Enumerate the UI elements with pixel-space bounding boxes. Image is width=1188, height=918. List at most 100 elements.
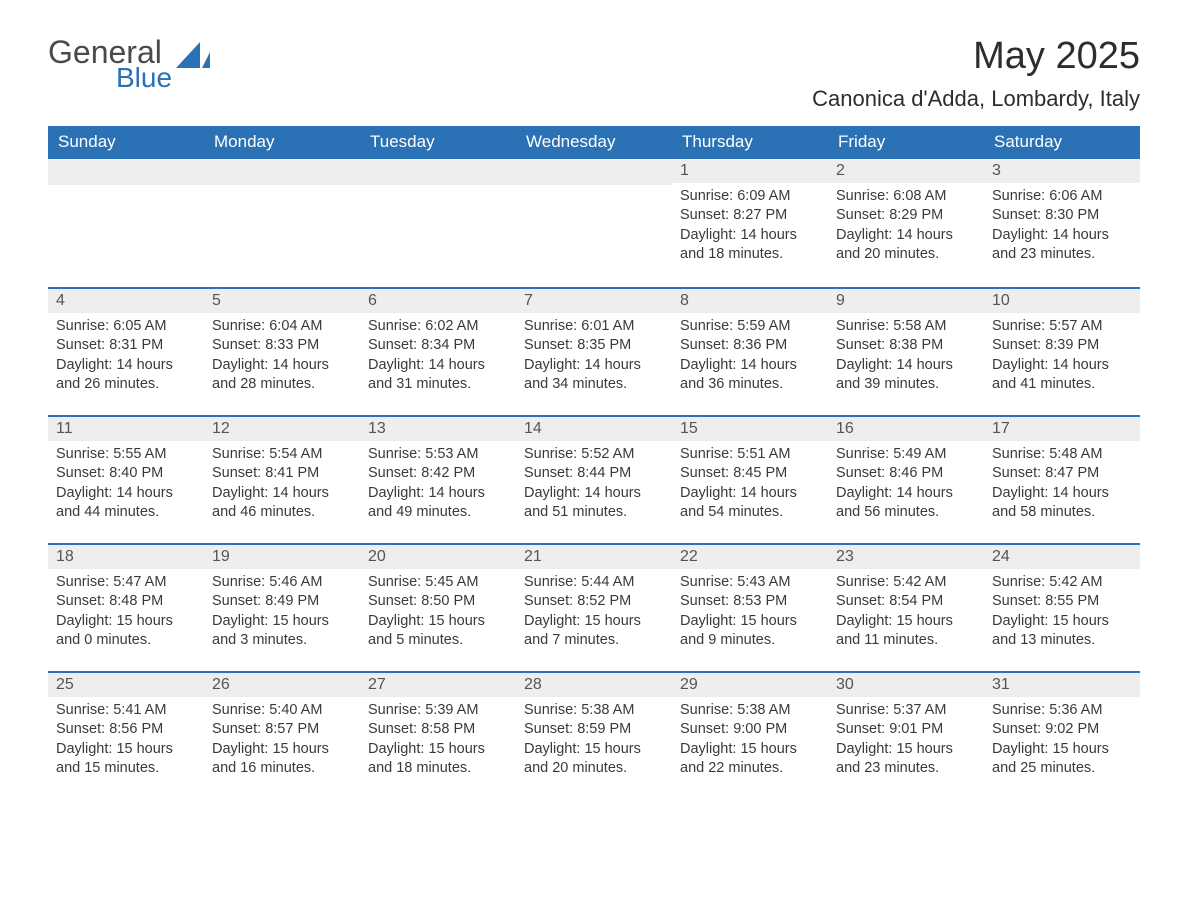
sunset-line: Sunset: 8:49 PM [212, 592, 352, 612]
sunset-line: Sunset: 8:54 PM [836, 592, 976, 612]
day-number: 17 [984, 415, 1140, 441]
day-cell-inner: 8Sunrise: 5:59 AMSunset: 8:36 PMDaylight… [672, 287, 828, 415]
daylight-line: Daylight: 14 hours and 54 minutes. [680, 484, 820, 523]
day-cell: 18Sunrise: 5:47 AMSunset: 8:48 PMDayligh… [48, 543, 204, 671]
sail-icon [176, 42, 210, 68]
sunset-line: Sunset: 8:59 PM [524, 720, 664, 740]
day-number: 30 [828, 671, 984, 697]
day-body: Sunrise: 6:01 AMSunset: 8:35 PMDaylight:… [516, 313, 672, 395]
day-cell: 1Sunrise: 6:09 AMSunset: 8:27 PMDaylight… [672, 159, 828, 287]
day-cell-inner: 1Sunrise: 6:09 AMSunset: 8:27 PMDaylight… [672, 159, 828, 287]
day-cell: 7Sunrise: 6:01 AMSunset: 8:35 PMDaylight… [516, 287, 672, 415]
day-body: Sunrise: 5:55 AMSunset: 8:40 PMDaylight:… [48, 441, 204, 523]
daylight-line: Daylight: 15 hours and 9 minutes. [680, 612, 820, 651]
day-body: Sunrise: 6:09 AMSunset: 8:27 PMDaylight:… [672, 183, 828, 265]
day-cell-inner: 18Sunrise: 5:47 AMSunset: 8:48 PMDayligh… [48, 543, 204, 671]
day-cell: 22Sunrise: 5:43 AMSunset: 8:53 PMDayligh… [672, 543, 828, 671]
day-cell-inner: 22Sunrise: 5:43 AMSunset: 8:53 PMDayligh… [672, 543, 828, 671]
day-number: 3 [984, 159, 1140, 183]
day-body: Sunrise: 5:42 AMSunset: 8:55 PMDaylight:… [984, 569, 1140, 651]
daylight-line: Daylight: 15 hours and 20 minutes. [524, 740, 664, 779]
sunset-line: Sunset: 8:45 PM [680, 464, 820, 484]
day-cell: 23Sunrise: 5:42 AMSunset: 8:54 PMDayligh… [828, 543, 984, 671]
day-cell: 24Sunrise: 5:42 AMSunset: 8:55 PMDayligh… [984, 543, 1140, 671]
daylight-line: Daylight: 14 hours and 46 minutes. [212, 484, 352, 523]
day-number: 31 [984, 671, 1140, 697]
day-body: Sunrise: 5:49 AMSunset: 8:46 PMDaylight:… [828, 441, 984, 523]
daylight-line: Daylight: 14 hours and 51 minutes. [524, 484, 664, 523]
empty-bar [204, 159, 360, 185]
day-number: 8 [672, 287, 828, 313]
day-body: Sunrise: 5:36 AMSunset: 9:02 PMDaylight:… [984, 697, 1140, 779]
day-cell-inner: 28Sunrise: 5:38 AMSunset: 8:59 PMDayligh… [516, 671, 672, 799]
calendar-row: 11Sunrise: 5:55 AMSunset: 8:40 PMDayligh… [48, 415, 1140, 543]
daylight-line: Daylight: 15 hours and 5 minutes. [368, 612, 508, 651]
day-cell: 27Sunrise: 5:39 AMSunset: 8:58 PMDayligh… [360, 671, 516, 799]
calendar-head: Sunday Monday Tuesday Wednesday Thursday… [48, 126, 1140, 159]
day-cell: 5Sunrise: 6:04 AMSunset: 8:33 PMDaylight… [204, 287, 360, 415]
day-number: 22 [672, 543, 828, 569]
sunset-line: Sunset: 8:27 PM [680, 206, 820, 226]
daylight-line: Daylight: 14 hours and 36 minutes. [680, 356, 820, 395]
sunrise-line: Sunrise: 6:01 AM [524, 317, 664, 337]
day-number: 4 [48, 287, 204, 313]
day-number: 24 [984, 543, 1140, 569]
sunrise-line: Sunrise: 5:55 AM [56, 445, 196, 465]
sunrise-line: Sunrise: 5:39 AM [368, 701, 508, 721]
day-cell-inner: 23Sunrise: 5:42 AMSunset: 8:54 PMDayligh… [828, 543, 984, 671]
daylight-line: Daylight: 14 hours and 39 minutes. [836, 356, 976, 395]
sunrise-line: Sunrise: 5:42 AM [992, 573, 1132, 593]
day-number: 20 [360, 543, 516, 569]
daylight-line: Daylight: 15 hours and 23 minutes. [836, 740, 976, 779]
day-cell-inner: 17Sunrise: 5:48 AMSunset: 8:47 PMDayligh… [984, 415, 1140, 543]
day-cell-inner: 16Sunrise: 5:49 AMSunset: 8:46 PMDayligh… [828, 415, 984, 543]
day-body: Sunrise: 5:38 AMSunset: 9:00 PMDaylight:… [672, 697, 828, 779]
day-body: Sunrise: 5:52 AMSunset: 8:44 PMDaylight:… [516, 441, 672, 523]
empty-inner [516, 159, 672, 287]
day-cell: 12Sunrise: 5:54 AMSunset: 8:41 PMDayligh… [204, 415, 360, 543]
day-number: 23 [828, 543, 984, 569]
empty-bar [360, 159, 516, 185]
day-cell: 19Sunrise: 5:46 AMSunset: 8:49 PMDayligh… [204, 543, 360, 671]
day-cell: 25Sunrise: 5:41 AMSunset: 8:56 PMDayligh… [48, 671, 204, 799]
day-cell: 15Sunrise: 5:51 AMSunset: 8:45 PMDayligh… [672, 415, 828, 543]
daylight-line: Daylight: 14 hours and 18 minutes. [680, 226, 820, 265]
sunrise-line: Sunrise: 6:05 AM [56, 317, 196, 337]
empty-bar [48, 159, 204, 185]
day-cell-inner: 9Sunrise: 5:58 AMSunset: 8:38 PMDaylight… [828, 287, 984, 415]
day-body: Sunrise: 6:04 AMSunset: 8:33 PMDaylight:… [204, 313, 360, 395]
calendar-row: 1Sunrise: 6:09 AMSunset: 8:27 PMDaylight… [48, 159, 1140, 287]
weekday-header: Friday [828, 126, 984, 159]
day-cell: 8Sunrise: 5:59 AMSunset: 8:36 PMDaylight… [672, 287, 828, 415]
weekday-row: Sunday Monday Tuesday Wednesday Thursday… [48, 126, 1140, 159]
day-cell-inner: 19Sunrise: 5:46 AMSunset: 8:49 PMDayligh… [204, 543, 360, 671]
day-cell-inner: 14Sunrise: 5:52 AMSunset: 8:44 PMDayligh… [516, 415, 672, 543]
brand-text: General Blue [48, 36, 172, 92]
day-number: 18 [48, 543, 204, 569]
day-cell: 29Sunrise: 5:38 AMSunset: 9:00 PMDayligh… [672, 671, 828, 799]
day-number: 15 [672, 415, 828, 441]
title-column: May 2025 Canonica d'Adda, Lombardy, Ital… [812, 36, 1140, 122]
daylight-line: Daylight: 14 hours and 23 minutes. [992, 226, 1132, 265]
empty-cell [360, 159, 516, 287]
sunset-line: Sunset: 9:01 PM [836, 720, 976, 740]
daylight-line: Daylight: 15 hours and 15 minutes. [56, 740, 196, 779]
sunrise-line: Sunrise: 5:48 AM [992, 445, 1132, 465]
day-cell-inner: 26Sunrise: 5:40 AMSunset: 8:57 PMDayligh… [204, 671, 360, 799]
weekday-header: Sunday [48, 126, 204, 159]
daylight-line: Daylight: 14 hours and 58 minutes. [992, 484, 1132, 523]
sunrise-line: Sunrise: 5:37 AM [836, 701, 976, 721]
day-cell: 9Sunrise: 5:58 AMSunset: 8:38 PMDaylight… [828, 287, 984, 415]
day-body: Sunrise: 6:06 AMSunset: 8:30 PMDaylight:… [984, 183, 1140, 265]
sunset-line: Sunset: 8:57 PM [212, 720, 352, 740]
sunset-line: Sunset: 8:48 PM [56, 592, 196, 612]
day-cell-inner: 5Sunrise: 6:04 AMSunset: 8:33 PMDaylight… [204, 287, 360, 415]
day-cell: 26Sunrise: 5:40 AMSunset: 8:57 PMDayligh… [204, 671, 360, 799]
daylight-line: Daylight: 14 hours and 34 minutes. [524, 356, 664, 395]
day-cell-inner: 10Sunrise: 5:57 AMSunset: 8:39 PMDayligh… [984, 287, 1140, 415]
day-number: 27 [360, 671, 516, 697]
day-body: Sunrise: 5:38 AMSunset: 8:59 PMDaylight:… [516, 697, 672, 779]
day-cell: 11Sunrise: 5:55 AMSunset: 8:40 PMDayligh… [48, 415, 204, 543]
weekday-header: Tuesday [360, 126, 516, 159]
sunset-line: Sunset: 8:58 PM [368, 720, 508, 740]
